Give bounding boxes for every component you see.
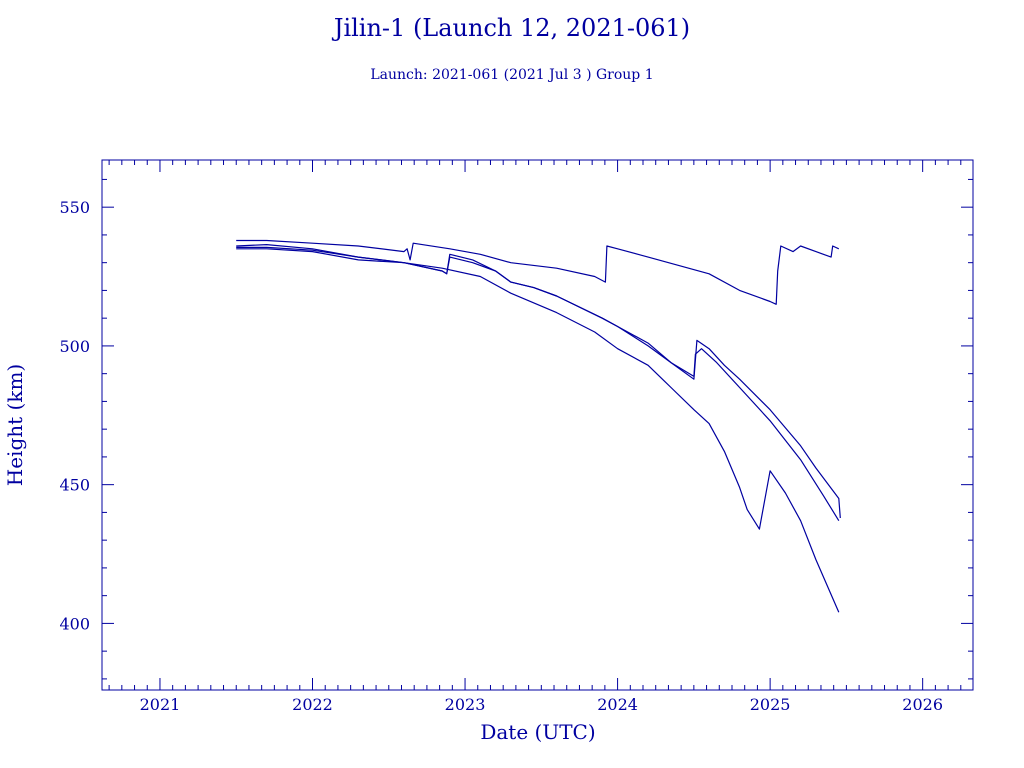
x-tick-label: 2023 — [445, 695, 486, 714]
series-group — [236, 239, 841, 613]
y-axis-label: Height (km) — [3, 364, 27, 486]
y-tick-label: 450 — [59, 476, 90, 495]
x-tick-label: 2021 — [140, 695, 181, 714]
axis-ticks: 2021 2022 2023 2024 2025 2026 400 450 500 550 — [59, 160, 973, 714]
x-axis-label: Date (UTC) — [480, 720, 595, 744]
x-tick-label: 2026 — [902, 695, 943, 714]
chart-title: Jilin-1 (Launch 12, 2021-061) — [333, 14, 691, 42]
chart-subtitle: Launch: 2021-061 (2021 Jul 3 ) Group 1 — [370, 67, 654, 83]
x-tick-label: 2025 — [750, 695, 791, 714]
x-tick-label: 2022 — [292, 695, 333, 714]
y-tick-label: 400 — [59, 614, 90, 633]
y-tick-label: 550 — [59, 198, 90, 217]
series-line-3 — [236, 248, 841, 519]
series-line-4 — [236, 239, 840, 305]
x-tick-label: 2024 — [597, 695, 638, 714]
series-line-1 — [236, 244, 840, 613]
y-tick-label: 500 — [59, 337, 90, 356]
plot-frame — [101, 159, 974, 691]
